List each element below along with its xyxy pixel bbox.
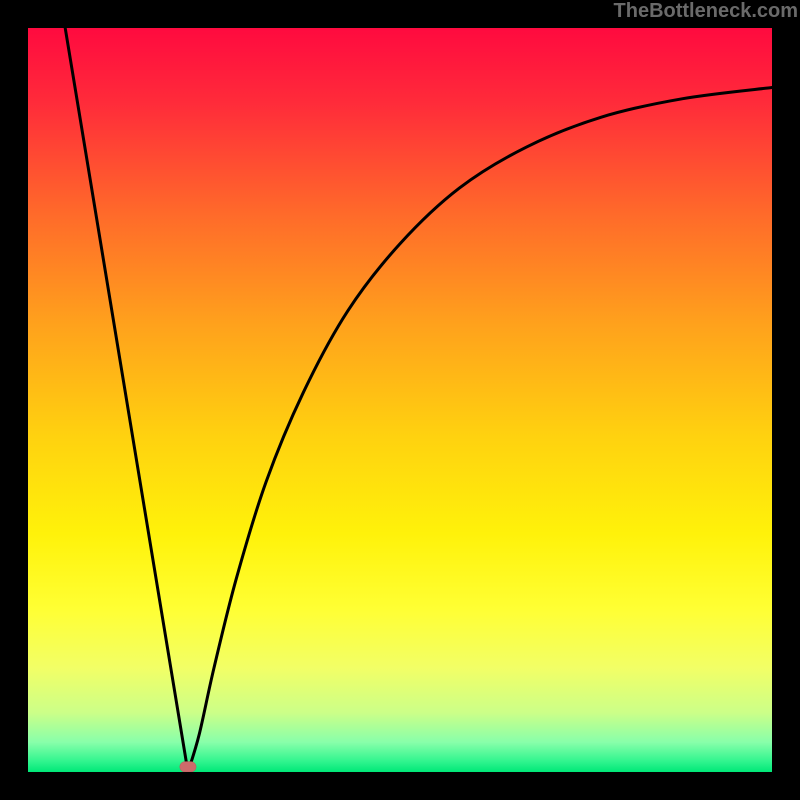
curve-layer [28,28,772,772]
plot-area [28,28,772,772]
bottleneck-curve [65,28,772,772]
watermark-text: TheBottleneck.com [614,0,798,23]
min-point-marker [180,762,196,772]
chart-container: TheBottleneck.com [0,0,800,800]
